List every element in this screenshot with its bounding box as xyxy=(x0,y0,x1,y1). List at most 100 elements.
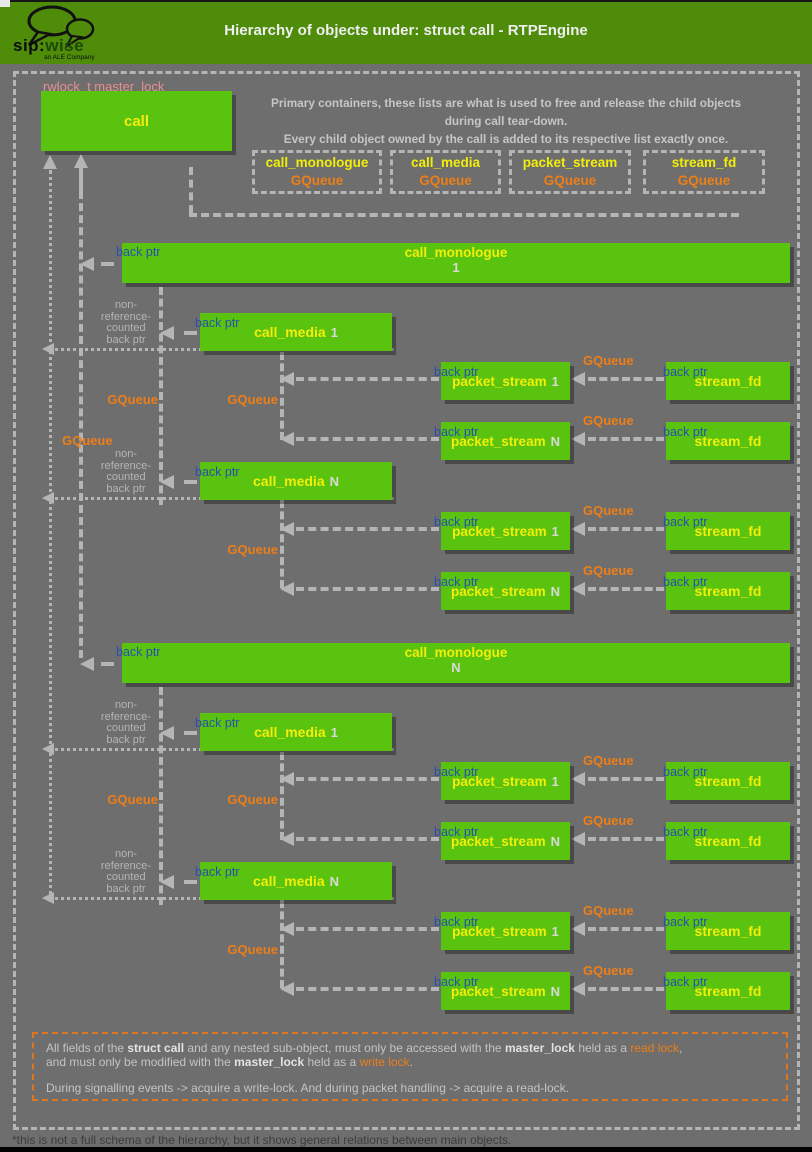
call-monologue-index: 1 xyxy=(452,260,460,275)
call-media-label: call_media xyxy=(254,324,326,340)
packet-stream-index: N xyxy=(550,983,560,999)
packet-stream-box: packet_stream N xyxy=(441,572,570,610)
back-ptr-label: back ptr xyxy=(663,575,708,589)
container-type: GQueue xyxy=(677,173,731,188)
call-media-label: call_media xyxy=(253,873,325,889)
arrow-left-icon xyxy=(280,432,294,446)
media-stream-gqueue-line xyxy=(280,500,284,588)
gqueue-label: GQueue xyxy=(227,792,278,807)
stream-fd-label: stream_fd xyxy=(694,983,762,999)
master-lock-label: rwlock_t master_lock xyxy=(43,79,165,94)
stream-fd-box: stream_fd xyxy=(666,572,790,610)
stream-fd-label: stream_fd xyxy=(694,583,762,599)
packet-stream-index: N xyxy=(550,433,560,449)
logo-tagline: an ALE Company xyxy=(44,54,95,61)
back-ptr-label: back ptr xyxy=(434,425,479,439)
gqueue-label: GQueue xyxy=(583,563,634,578)
back-ptr-label: back ptr xyxy=(195,865,240,879)
logo-sip: sip: xyxy=(13,36,46,55)
back-ptr-label: back ptr xyxy=(663,765,708,779)
intro-line-3: Every child object owned by the call is … xyxy=(283,132,729,146)
packet-stream-box: packet_stream N xyxy=(441,422,570,460)
arrow-left-icon xyxy=(42,492,54,504)
gqueue-label: GQueue xyxy=(583,813,634,828)
back-ptr-label: back ptr xyxy=(434,515,479,529)
arrow-left-icon xyxy=(160,475,174,489)
container-type: GQueue xyxy=(419,173,472,188)
arrow-left-icon xyxy=(571,982,585,996)
stream-fd-box: stream_fd xyxy=(666,512,790,550)
back-ptr-label: back ptr xyxy=(663,425,708,439)
arrow-left-icon xyxy=(42,743,54,755)
gqueue-label: GQueue xyxy=(107,792,158,807)
dash-segment xyxy=(184,880,197,884)
call-box-label: call xyxy=(123,112,150,130)
back-ptr-label: back ptr xyxy=(195,316,240,330)
stream-fd-label: stream_fd xyxy=(694,373,762,389)
call-media-label: call_media xyxy=(254,724,326,740)
packet-stream-label: packet_stream xyxy=(452,773,547,789)
non-ref-backptr-line xyxy=(49,170,52,902)
back-ptr-label: back ptr xyxy=(663,825,708,839)
container-packet-stream: packet_stream GQueue xyxy=(509,150,631,194)
stream-fd-box: stream_fd xyxy=(666,822,790,860)
arrow-left-icon xyxy=(80,657,94,671)
container-call-monologue: call_monologue GQueue xyxy=(252,150,382,194)
call-media-box: call_media 1 xyxy=(200,313,392,351)
back-ptr-label: back ptr xyxy=(663,515,708,529)
gqueue-label: GQueue xyxy=(227,942,278,957)
arrow-left-icon xyxy=(571,372,585,386)
arrow-left-icon xyxy=(571,582,585,596)
packet-stream-box: packet_stream 1 xyxy=(441,512,570,550)
call-monologue-gqueue-line xyxy=(79,191,83,658)
arrow-left-icon xyxy=(280,832,294,846)
stream-fd-box: stream_fd xyxy=(666,762,790,800)
stream-fd-box: stream_fd xyxy=(666,912,790,950)
stream-fd-box: stream_fd xyxy=(666,362,790,400)
packet-stream-label: packet_stream xyxy=(452,523,547,539)
non-ref-label: non- reference- counted back ptr xyxy=(100,699,152,746)
stream-fd-backptr-line xyxy=(588,527,664,531)
monologue-media-gqueue-line xyxy=(159,287,163,505)
call-media-index: 1 xyxy=(330,724,338,740)
intro-text: Primary containers, these lists are what… xyxy=(246,94,766,148)
arrow-left-icon xyxy=(280,522,294,536)
call-monologue-label: call_monologue xyxy=(404,645,508,660)
stream-backptr-line xyxy=(296,437,439,441)
call-media-box: call_media N xyxy=(200,862,392,900)
stream-fd-label: stream_fd xyxy=(694,523,762,539)
container-call-media: call_media GQueue xyxy=(390,150,501,194)
arrow-shaft xyxy=(79,167,83,192)
screen-corner-artifact xyxy=(0,0,10,7)
top-edge xyxy=(0,0,812,2)
packet-stream-label: packet_stream xyxy=(452,373,547,389)
packet-stream-box: packet_stream 1 xyxy=(441,362,570,400)
containers-line xyxy=(189,213,739,217)
footnote: *this is not a full schema of the hierar… xyxy=(12,1133,512,1147)
media-stream-gqueue-line xyxy=(280,900,284,988)
arrow-left-icon xyxy=(571,832,585,846)
packet-stream-box: packet_stream 1 xyxy=(441,762,570,800)
stream-fd-backptr-line xyxy=(588,987,664,991)
diagram-border xyxy=(13,71,800,1130)
container-name: call_media xyxy=(410,155,481,170)
stream-backptr-line xyxy=(296,837,439,841)
call-media-index: 1 xyxy=(330,324,338,340)
packet-stream-label: packet_stream xyxy=(451,983,546,999)
arrow-left-icon xyxy=(280,582,294,596)
stream-backptr-line xyxy=(296,927,439,931)
locking-note-box: All fields of the struct call and any ne… xyxy=(32,1032,788,1101)
call-media-index: N xyxy=(329,873,339,889)
call-to-containers-line xyxy=(189,167,193,213)
gqueue-label: GQueue xyxy=(583,903,634,918)
back-ptr-label: back ptr xyxy=(434,975,479,989)
dash-segment xyxy=(101,262,114,266)
dash-segment xyxy=(184,480,197,484)
gqueue-label: GQueue xyxy=(583,503,634,518)
gqueue-label: GQueue xyxy=(583,963,634,978)
arrow-left-icon xyxy=(280,922,294,936)
gqueue-label: GQueue xyxy=(583,413,634,428)
packet-stream-index: 1 xyxy=(551,923,559,939)
arrow-left-icon xyxy=(571,522,585,536)
